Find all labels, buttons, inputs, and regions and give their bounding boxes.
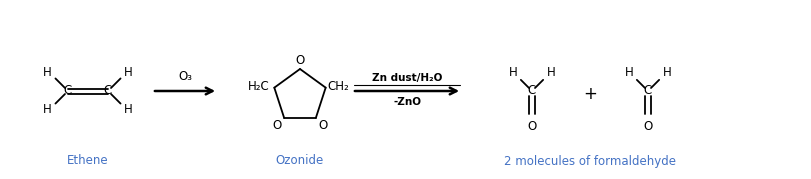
Text: O: O	[643, 120, 653, 134]
Text: Ozonide: Ozonide	[276, 154, 324, 168]
Text: H: H	[43, 103, 52, 116]
Text: -ZnO: -ZnO	[393, 97, 421, 107]
Text: O: O	[272, 119, 281, 132]
Text: H: H	[124, 66, 133, 79]
Text: H: H	[663, 66, 672, 79]
Text: H: H	[43, 66, 52, 79]
Text: C: C	[644, 84, 652, 98]
Text: H: H	[624, 66, 633, 79]
Text: O: O	[527, 120, 537, 134]
Text: H: H	[508, 66, 517, 79]
Text: O₃: O₃	[178, 71, 192, 83]
Text: 2 molecules of formaldehyde: 2 molecules of formaldehyde	[504, 154, 676, 168]
Text: C: C	[528, 84, 536, 98]
Text: H: H	[547, 66, 556, 79]
Text: +: +	[583, 85, 597, 103]
Text: C: C	[104, 84, 112, 98]
Text: CH₂: CH₂	[328, 80, 350, 93]
Text: H₂C: H₂C	[247, 80, 269, 93]
Text: C: C	[64, 84, 72, 98]
Text: Zn dust/H₂O: Zn dust/H₂O	[371, 73, 442, 83]
Text: O: O	[295, 54, 305, 67]
Text: Ethene: Ethene	[67, 154, 109, 168]
Text: O: O	[318, 119, 328, 132]
Text: H: H	[124, 103, 133, 116]
